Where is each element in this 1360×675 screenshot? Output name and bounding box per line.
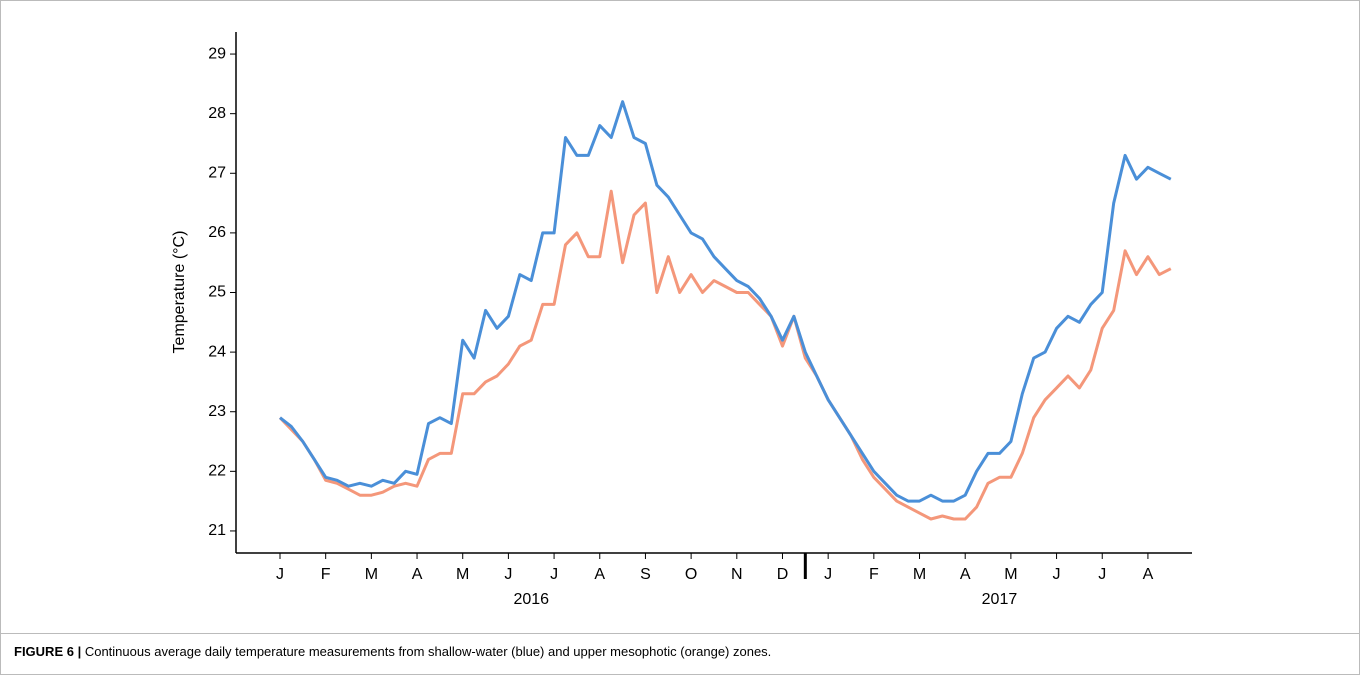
- x-tick-label: F: [321, 566, 331, 583]
- x-tick-label: J: [824, 566, 832, 583]
- figure-label: FIGURE 6 |: [14, 644, 82, 659]
- x-tick-label: J: [1053, 566, 1061, 583]
- x-tick-label: J: [504, 566, 512, 583]
- x-tick-label: D: [777, 566, 789, 583]
- y-tick-label: 27: [208, 164, 226, 181]
- x-tick-label: A: [1143, 566, 1154, 583]
- x-tick-label: J: [1098, 566, 1106, 583]
- x-tick-label: J: [550, 566, 558, 583]
- x-tick-label: S: [640, 566, 651, 583]
- series-line: [278, 189, 1172, 521]
- caption-text: Continuous average daily temperature mea…: [84, 644, 772, 659]
- y-tick-label: 21: [208, 522, 226, 539]
- y-tick-label: 25: [208, 284, 226, 301]
- x-tick-label: A: [594, 566, 605, 583]
- x-tick-label: F: [869, 566, 879, 583]
- y-tick-label: 23: [208, 403, 226, 420]
- x-tick-label: J: [276, 566, 284, 583]
- x-tick-label: O: [685, 566, 697, 583]
- year-label: 2016: [513, 591, 549, 608]
- y-tick-label: 24: [208, 343, 226, 360]
- x-tick-label: N: [731, 566, 743, 583]
- y-tick-label: 22: [208, 463, 226, 480]
- series-line: [279, 100, 1172, 503]
- y-tick-label: 28: [208, 105, 226, 122]
- x-tick-label: A: [412, 566, 423, 583]
- x-tick-label: M: [913, 566, 926, 583]
- x-tick-label: A: [960, 566, 971, 583]
- y-axis-label: Temperature (°C): [171, 231, 188, 354]
- x-tick-label: M: [365, 566, 378, 583]
- y-tick-label: 26: [208, 224, 226, 241]
- x-tick-label: M: [456, 566, 469, 583]
- caption: FIGURE 6 | Continuous average daily temp…: [14, 644, 771, 659]
- year-label: 2017: [982, 591, 1018, 608]
- x-tick-label: M: [1004, 566, 1017, 583]
- y-tick-label: 29: [208, 45, 226, 62]
